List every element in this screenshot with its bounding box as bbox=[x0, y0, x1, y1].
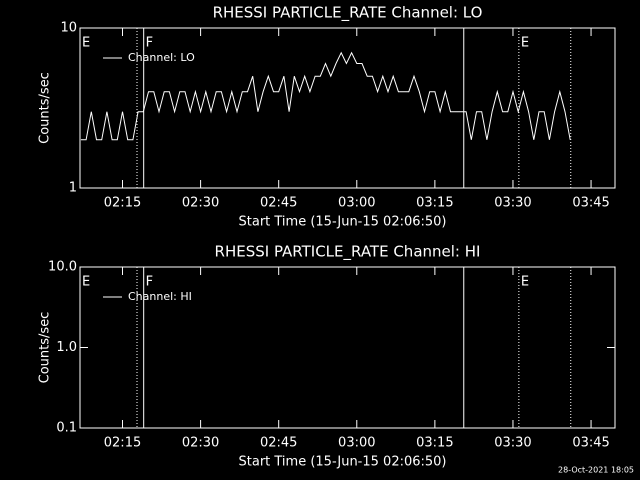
x-axis-label: Start Time (15-Jun-15 02:06:50) bbox=[239, 215, 447, 230]
flag-label: F bbox=[146, 36, 153, 51]
x-tick-label: 02:15 bbox=[104, 196, 141, 211]
x-tick-label: 02:45 bbox=[260, 196, 297, 211]
flag-label: E bbox=[82, 36, 90, 51]
legend-label: Channel: LO bbox=[128, 51, 195, 64]
y-tick-label: 1 bbox=[69, 181, 77, 196]
x-tick-label: 02:30 bbox=[182, 196, 219, 211]
y-axis-label: Counts/sec bbox=[38, 312, 53, 384]
x-tick-label: 02:45 bbox=[260, 436, 297, 451]
flag-label: E bbox=[82, 275, 90, 290]
y-tick-label: 10.0 bbox=[48, 260, 77, 275]
x-tick-label: 03:30 bbox=[494, 196, 531, 211]
legend-label: Channel: HI bbox=[128, 290, 192, 303]
flag-label: E bbox=[521, 275, 529, 290]
flag-label: F bbox=[146, 275, 153, 290]
y-tick-label: 1.0 bbox=[56, 340, 77, 355]
chart-title: RHESSI PARTICLE_RATE Channel: HI bbox=[215, 243, 481, 262]
y-axis-label: Counts/sec bbox=[38, 72, 53, 144]
y-tick-label: 0.1 bbox=[56, 421, 77, 436]
footer: 28-Oct-2021 18:05 bbox=[558, 466, 634, 475]
x-tick-label: 03:15 bbox=[416, 196, 453, 211]
flag-label: E bbox=[521, 36, 529, 51]
x-tick-label: 03:15 bbox=[416, 436, 453, 451]
chart-title: RHESSI PARTICLE_RATE Channel: LO bbox=[213, 4, 483, 23]
x-tick-label: 03:00 bbox=[338, 436, 375, 451]
x-axis-label: Start Time (15-Jun-15 02:06:50) bbox=[239, 455, 447, 470]
x-tick-label: 03:00 bbox=[338, 196, 375, 211]
y-tick-label: 10 bbox=[60, 21, 77, 36]
x-tick-label: 03:30 bbox=[494, 436, 531, 451]
x-tick-label: 03:45 bbox=[572, 196, 609, 211]
x-tick-label: 02:15 bbox=[104, 436, 141, 451]
data-line bbox=[80, 51, 571, 141]
x-tick-label: 03:45 bbox=[572, 436, 609, 451]
x-tick-label: 02:30 bbox=[182, 436, 219, 451]
plot-frame bbox=[79, 27, 616, 189]
